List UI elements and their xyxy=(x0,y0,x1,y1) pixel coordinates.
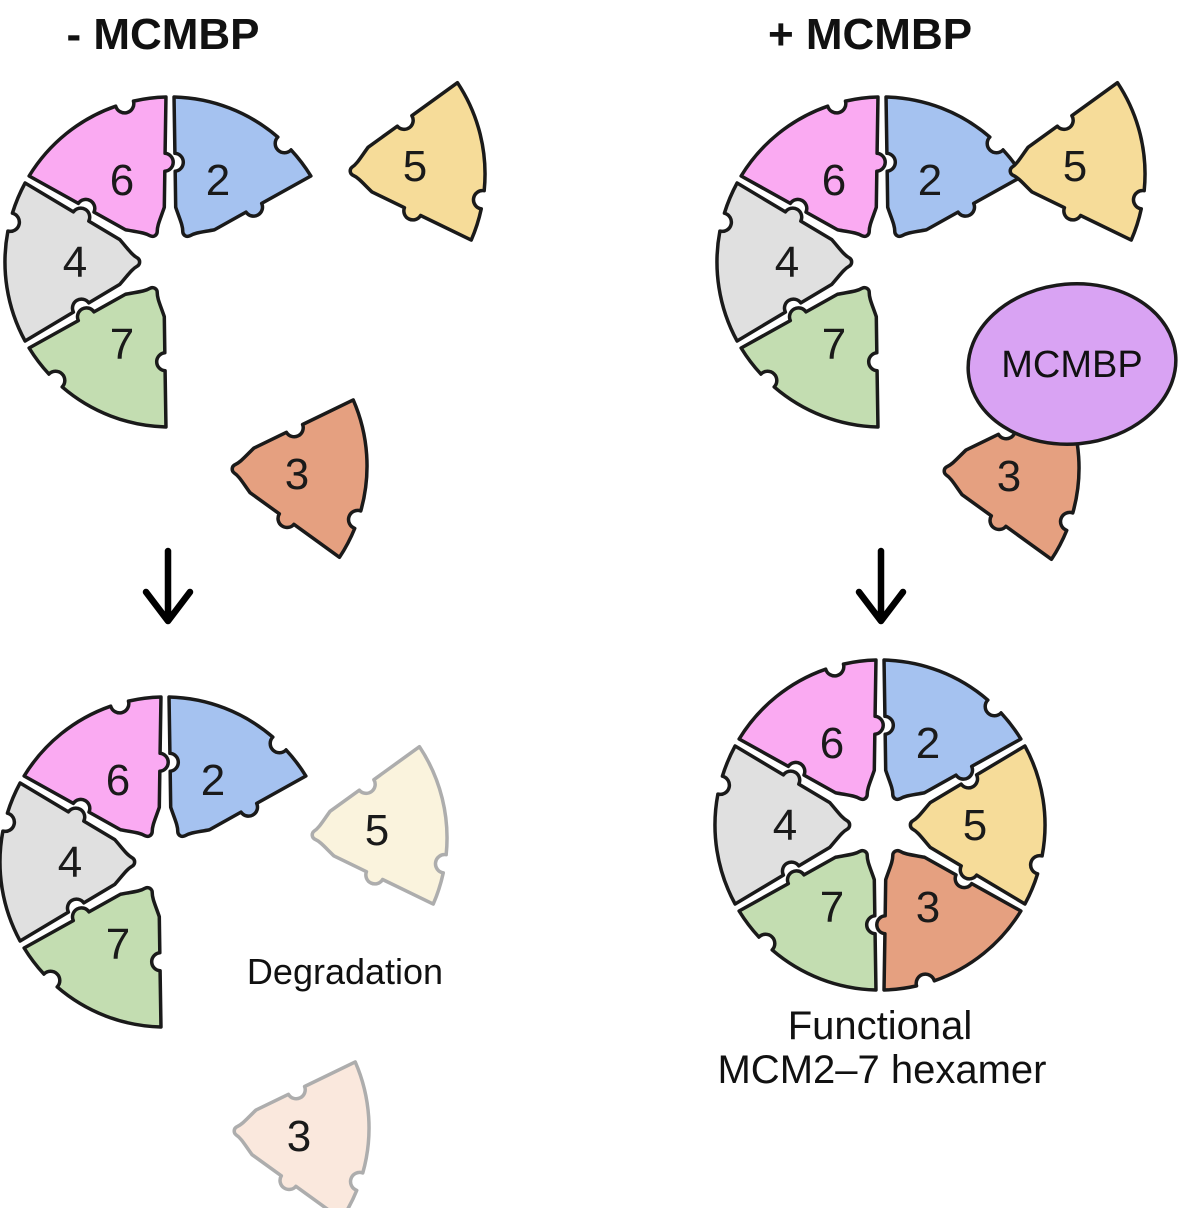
mcm5-label: 5 xyxy=(1063,142,1087,191)
mcm4-label: 4 xyxy=(63,238,87,287)
left-partial-ring-top: 6 2 4 7 xyxy=(3,77,323,447)
left-free-mcm3: 3 xyxy=(223,388,376,561)
mcm5-label: 5 xyxy=(403,142,427,191)
mcm3-label: 3 xyxy=(916,883,940,932)
right-mcm3-with-mcmbp: MCMBP 3 xyxy=(935,282,1178,563)
mcm6-label: 6 xyxy=(822,156,846,205)
mcm6-label: 6 xyxy=(110,156,134,205)
right-partial-ring-top: 6 2 4 7 xyxy=(715,77,1035,447)
hexamer-caption-line1: Functional xyxy=(788,1004,973,1048)
mcm2-label-degrading: 2 xyxy=(201,756,225,805)
mcm5-label: 5 xyxy=(963,801,987,850)
mcm7-label: 7 xyxy=(110,320,134,369)
mcm4-label: 4 xyxy=(775,238,799,287)
mcm3-label: 3 xyxy=(285,450,309,499)
mcm7-label: 7 xyxy=(106,920,130,969)
mcm3-label-faded: 3 xyxy=(287,1112,311,1161)
degradation-label: Degradation xyxy=(247,951,443,992)
left-partial-ring-bottom: 6 2 4 7 xyxy=(0,677,318,1047)
left-degraded-mcm3: 3 xyxy=(225,1050,378,1208)
mcm7-label: 7 xyxy=(820,883,844,932)
mcmbp-blob xyxy=(966,282,1178,446)
mcm2-label: 2 xyxy=(206,156,230,205)
mcm3-label: 3 xyxy=(997,452,1021,501)
right-free-mcm5: 5 xyxy=(1001,79,1154,252)
left-free-mcm5: 5 xyxy=(341,79,494,252)
left-down-arrow xyxy=(142,547,194,625)
mcmbp-label: MCMBP xyxy=(1001,344,1142,386)
functional-hexamer-ring: 6 2 5 3 7 4 xyxy=(713,640,1047,1010)
mcm4-label: 4 xyxy=(773,801,797,850)
mcm6-label: 6 xyxy=(106,756,130,805)
mcm5-label-faded: 5 xyxy=(365,806,389,855)
mcm4-label: 4 xyxy=(58,838,82,887)
mcm6-label: 6 xyxy=(820,719,844,768)
mcm2-label: 2 xyxy=(918,156,942,205)
mcm2-label: 2 xyxy=(916,719,940,768)
right-down-arrow xyxy=(855,547,907,625)
left-degraded-mcm5: 5 xyxy=(303,743,456,916)
right-panel-title: + MCMBP xyxy=(768,10,972,59)
mcm7-label: 7 xyxy=(822,320,846,369)
hexamer-caption-line2: MCM2–7 hexamer xyxy=(717,1048,1046,1092)
left-panel-title: - MCMBP xyxy=(66,10,259,59)
